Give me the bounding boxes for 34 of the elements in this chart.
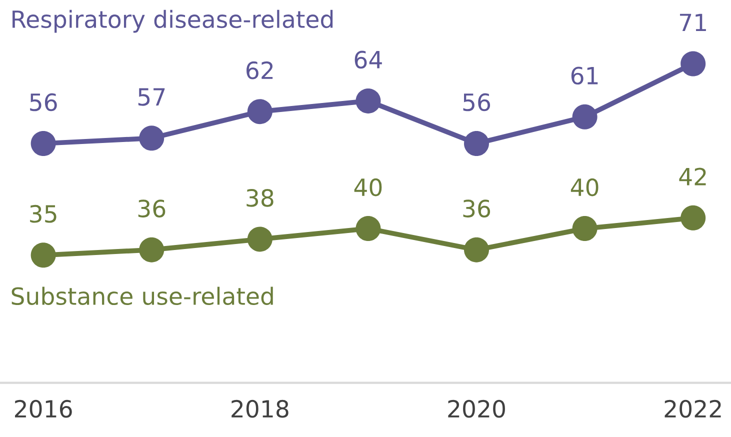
data-label: 36 bbox=[463, 200, 490, 218]
data-label: 40 bbox=[570, 178, 598, 196]
data-label: 64 bbox=[354, 50, 382, 69]
point bbox=[247, 226, 272, 252]
x-tick-label: 2016 bbox=[15, 400, 72, 418]
data-label: 56 bbox=[30, 93, 57, 112]
point bbox=[356, 216, 381, 242]
point bbox=[680, 51, 706, 76]
data-label: 61 bbox=[571, 66, 598, 85]
x-tick-label: 2022 bbox=[664, 400, 721, 418]
point bbox=[356, 88, 381, 114]
data-label: 57 bbox=[138, 88, 165, 106]
text: Respiratory disease-related bbox=[12, 10, 333, 33]
data-label: 42 bbox=[679, 168, 706, 186]
data-label: 62 bbox=[246, 61, 273, 80]
series-label: Substance use-related bbox=[12, 286, 273, 306]
point bbox=[572, 216, 598, 242]
data-label: 71 bbox=[680, 14, 706, 32]
point bbox=[139, 237, 164, 262]
point bbox=[572, 104, 598, 130]
point bbox=[30, 242, 56, 268]
data-label: 35 bbox=[30, 204, 56, 223]
point bbox=[464, 130, 490, 156]
point bbox=[464, 237, 490, 262]
point bbox=[30, 130, 56, 156]
data-label: 40 bbox=[354, 178, 382, 196]
x-tick-label: 2020 bbox=[448, 400, 505, 418]
point bbox=[680, 205, 706, 230]
data-label: 38 bbox=[246, 188, 274, 207]
data-label: 56 bbox=[463, 93, 490, 112]
point bbox=[139, 126, 164, 151]
data-label: 36 bbox=[138, 200, 166, 218]
x-tick-label: 2018 bbox=[232, 400, 288, 418]
point bbox=[247, 99, 272, 124]
